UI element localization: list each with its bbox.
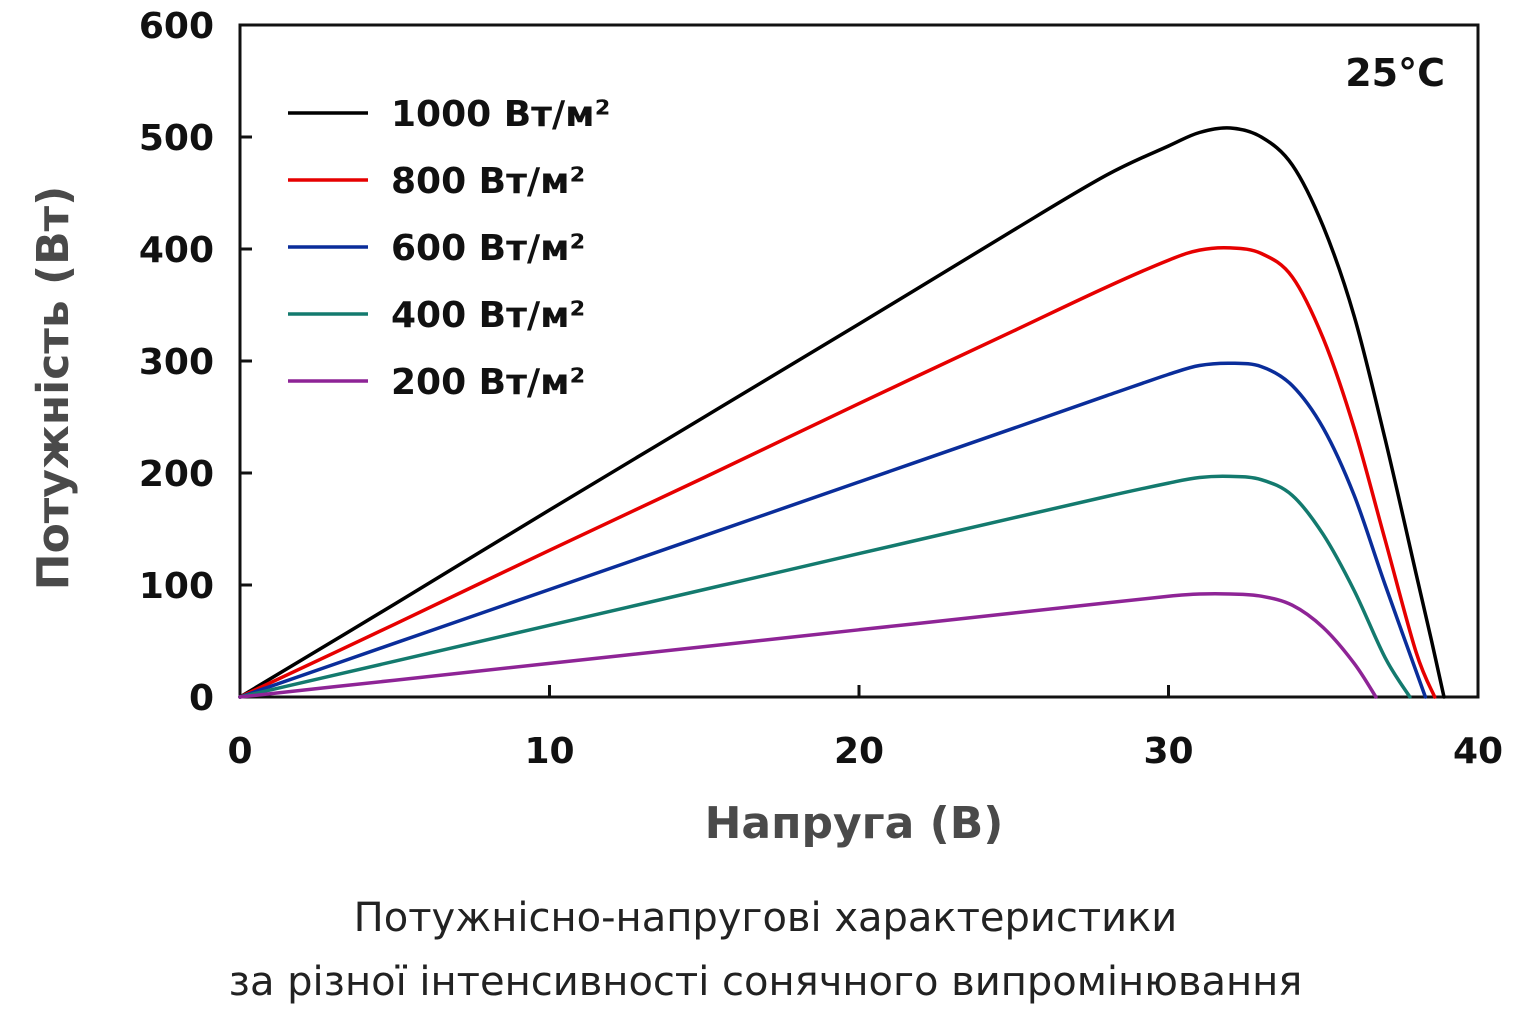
x-axis-ticks: 0 10 20 30 40	[227, 685, 1503, 772]
x-tick-label: 10	[524, 731, 574, 772]
series-line-1	[238, 245, 1437, 699]
series-line-0	[238, 126, 1446, 699]
legend-label-0: 1000 Вт/м²	[391, 94, 610, 135]
series-line-4	[238, 591, 1378, 699]
legend-label-3: 400 Вт/м²	[391, 295, 585, 336]
power-voltage-chart: 0 10 20 30 40 0 100 200 300 400 500 600 1000 Вт/м²…	[28, 6, 1503, 849]
series-lines	[238, 126, 1446, 699]
legend-label-4: 200 Вт/м²	[391, 362, 585, 403]
y-tick-label: 100	[139, 566, 214, 607]
y-tick-label: 200	[139, 454, 214, 495]
y-tick-label: 300	[139, 342, 214, 383]
caption-line-2: за різної інтенсивності сонячного випром…	[228, 959, 1303, 1005]
y-axis-ticks: 0 100 200 300 400 500 600	[139, 6, 252, 719]
legend-label-1: 800 Вт/м²	[391, 161, 585, 202]
y-tick-label: 0	[189, 678, 214, 719]
legend-label-2: 600 Вт/м²	[391, 228, 585, 269]
x-tick-label: 20	[834, 731, 884, 772]
series-line-2	[238, 361, 1428, 699]
x-tick-label: 30	[1143, 731, 1193, 772]
temperature-annotation: 25°C	[1345, 51, 1445, 95]
series-line-3	[238, 474, 1412, 699]
x-tick-label: 40	[1453, 731, 1503, 772]
x-tick-label: 0	[227, 731, 252, 772]
y-axis-title: Потужність (Вт)	[28, 186, 79, 591]
y-tick-label: 400	[139, 230, 214, 271]
y-tick-label: 500	[139, 118, 214, 159]
legend: 1000 Вт/м² 800 Вт/м² 600 Вт/м² 400 Вт/м² 200…	[288, 94, 610, 403]
y-tick-label: 600	[139, 6, 214, 47]
x-axis-title: Напруга (В)	[705, 798, 1004, 849]
caption-line-1: Потужнісно-напругові характеристики	[353, 895, 1178, 941]
